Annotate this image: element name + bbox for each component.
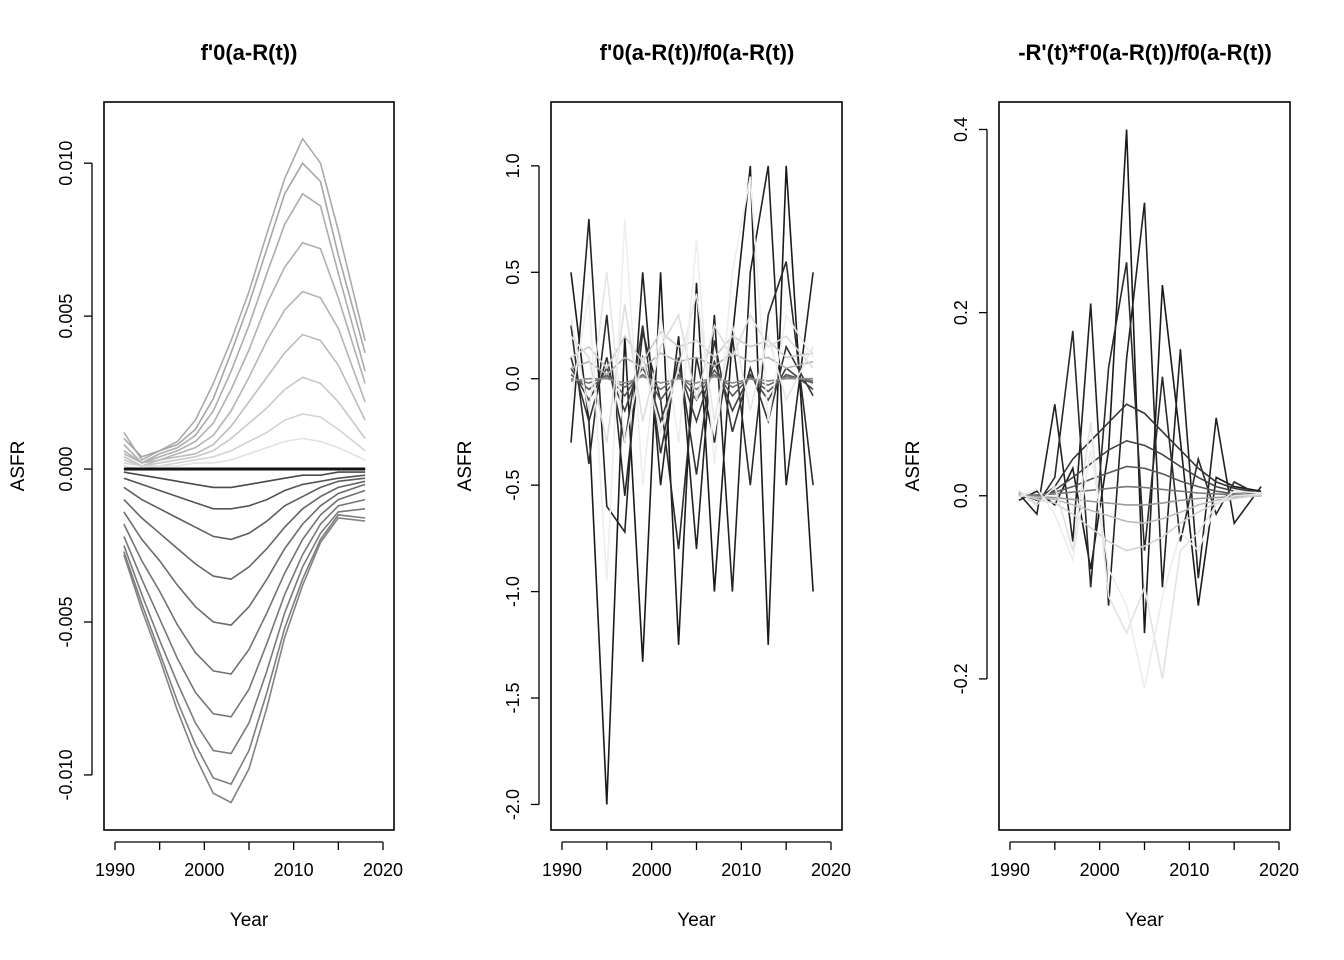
series-line-9 bbox=[1018, 495, 1262, 525]
series-line-7 bbox=[123, 376, 366, 467]
chart-title: -R'(t)*f'0(a-R(t))/f0(a-R(t)) bbox=[1018, 40, 1272, 65]
series-line-3 bbox=[123, 192, 366, 464]
series-line-2 bbox=[123, 161, 366, 458]
y-axis-label: ASFR bbox=[455, 441, 476, 492]
x-tick-label: 2000 bbox=[1080, 860, 1120, 880]
x-tick-label: 2000 bbox=[184, 860, 224, 880]
series-line-5 bbox=[570, 354, 814, 425]
series-line-16 bbox=[123, 498, 366, 718]
y-tick-label: 0.000 bbox=[56, 447, 76, 492]
series-line-11 bbox=[1018, 422, 1262, 680]
panel-1: 1990 2000 2010 2020 -0.010 -0.005 0.000 0.005 0.… bbox=[8, 40, 403, 931]
x-tick-label: 1990 bbox=[542, 860, 582, 880]
x-tick-label: 2020 bbox=[363, 860, 403, 880]
series-line-17 bbox=[123, 508, 366, 755]
y-tick-label: 0.5 bbox=[503, 260, 523, 285]
chart-title: f'0(a-R(t))/f0(a-R(t)) bbox=[600, 40, 795, 65]
x-tick-label: 1990 bbox=[990, 860, 1030, 880]
panel-3: 1990 2000 2010 2020 -0.2 0.0 0.2 0.4 -R'(t)*f'0(… bbox=[903, 40, 1299, 931]
y-tick-label: 0.005 bbox=[56, 294, 76, 339]
y-tick-label: -1.0 bbox=[503, 576, 523, 607]
series-line-5 bbox=[1018, 439, 1262, 500]
series-line-18 bbox=[123, 514, 366, 786]
y-axis-label: ASFR bbox=[903, 441, 924, 492]
x-tick-label: 2010 bbox=[274, 860, 314, 880]
series-line-15 bbox=[123, 489, 366, 675]
plot-frame bbox=[998, 101, 1291, 831]
y-tick-label: -0.2 bbox=[951, 663, 971, 694]
series-line-11 bbox=[570, 304, 814, 443]
series-group bbox=[123, 137, 366, 804]
plot-frame bbox=[550, 101, 843, 831]
series-line-11 bbox=[123, 474, 366, 510]
series-line-8 bbox=[123, 413, 366, 467]
y-tick-label: -0.005 bbox=[56, 596, 76, 647]
series-line-13 bbox=[123, 480, 366, 581]
series-line-1 bbox=[1018, 129, 1262, 634]
series-line-6 bbox=[123, 333, 366, 467]
series-line-9 bbox=[123, 437, 366, 470]
series-line-13 bbox=[570, 176, 814, 581]
series-group bbox=[1018, 129, 1262, 689]
plot-frame bbox=[103, 101, 395, 831]
series-line-3 bbox=[1018, 262, 1262, 588]
y-tick-label: 0.4 bbox=[951, 117, 971, 142]
y-tick-label: -0.5 bbox=[503, 470, 523, 501]
x-tick-label: 2000 bbox=[632, 860, 672, 880]
x-tick-label: 2020 bbox=[811, 860, 851, 880]
y-tick-label: -0.010 bbox=[56, 749, 76, 800]
x-axis-label: Year bbox=[677, 910, 716, 931]
series-line-2 bbox=[1018, 202, 1262, 606]
series-group bbox=[570, 165, 814, 805]
series-line-12 bbox=[1018, 449, 1262, 689]
x-tick-label: 2010 bbox=[1169, 860, 1209, 880]
y-tick-label: -2.0 bbox=[503, 789, 523, 820]
x-axis-label: Year bbox=[1125, 910, 1164, 931]
series-line-10 bbox=[123, 471, 366, 489]
series-line-10 bbox=[1018, 493, 1262, 552]
series-line-7 bbox=[1018, 485, 1262, 497]
y-tick-label: 0.0 bbox=[503, 366, 523, 391]
y-tick-label: 1.0 bbox=[503, 153, 523, 178]
x-tick-label: 1990 bbox=[95, 860, 135, 880]
y-tick-label: 0.2 bbox=[951, 300, 971, 325]
y-axis-label: ASFR bbox=[8, 441, 29, 492]
series-line-6 bbox=[1018, 465, 1262, 497]
chart-title: f'0(a-R(t)) bbox=[201, 40, 298, 65]
x-tick-label: 2010 bbox=[721, 860, 761, 880]
x-tick-label: 2020 bbox=[1259, 860, 1299, 880]
series-line-1 bbox=[570, 165, 814, 805]
y-tick-label: 0.0 bbox=[951, 483, 971, 508]
series-line-12 bbox=[123, 477, 366, 541]
series-line-4 bbox=[1018, 403, 1262, 502]
y-tick-label: -1.5 bbox=[503, 683, 523, 714]
series-line-12 bbox=[570, 272, 814, 443]
series-line-3 bbox=[570, 261, 814, 550]
series-line-1 bbox=[123, 137, 366, 461]
y-tick-label: 0.010 bbox=[56, 141, 76, 186]
x-axis-label: Year bbox=[230, 910, 269, 931]
series-line-14 bbox=[123, 483, 366, 626]
series-line-4 bbox=[123, 241, 366, 464]
panel-2: 1990 2000 2010 2020 -2.0 -1.5 -1.0 -0.5 0.0 0.5 1.… bbox=[455, 40, 851, 931]
series-line-19 bbox=[123, 517, 366, 804]
